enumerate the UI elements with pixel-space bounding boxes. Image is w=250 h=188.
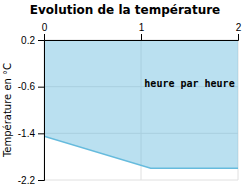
tick-label: 2 xyxy=(236,22,242,33)
y-axis-title: Température en °C xyxy=(2,63,13,158)
tick-label: 1 xyxy=(139,22,145,33)
x-axis-line xyxy=(45,34,239,41)
tick-mark xyxy=(44,34,45,40)
y-tick: -0.6 xyxy=(18,81,44,92)
x-tick: 1 xyxy=(139,22,145,40)
x-tick: 0 xyxy=(42,22,48,40)
tick-label: -2.2 xyxy=(18,175,36,186)
x-axis: 0 1 2 xyxy=(42,22,242,41)
y-tick: 0.2 xyxy=(21,35,44,46)
title: Evolution de la température xyxy=(30,3,221,17)
annotation: heure par heure xyxy=(144,78,234,89)
tick-mark xyxy=(141,34,142,40)
tick-label: -1.4 xyxy=(18,128,36,139)
area xyxy=(44,40,238,168)
y-tick: -2.2 xyxy=(18,175,44,186)
tick-label: -0.6 xyxy=(18,81,36,92)
grid xyxy=(44,40,238,180)
tick-mark xyxy=(38,40,44,41)
y-axis-line xyxy=(38,41,45,181)
tick-mark xyxy=(38,87,44,88)
tick-mark xyxy=(38,133,44,134)
line xyxy=(44,136,238,168)
tick-mark xyxy=(238,34,239,40)
x-tick: 2 xyxy=(236,22,242,40)
chart: 0 1 2 0.2 -0.6 -1.4 -2.2 heure par heure Tempéra… xyxy=(0,0,250,188)
plot: 0 1 2 0.2 -0.6 -1.4 -2.2 heure par heure xyxy=(18,22,242,186)
y-axis: 0.2 -0.6 -1.4 -2.2 xyxy=(18,35,45,186)
marks xyxy=(44,40,238,168)
tick-label: 0 xyxy=(42,22,48,33)
y-tick: -1.4 xyxy=(18,128,44,139)
tick-mark xyxy=(38,180,44,181)
tick-label: 0.2 xyxy=(21,35,35,46)
